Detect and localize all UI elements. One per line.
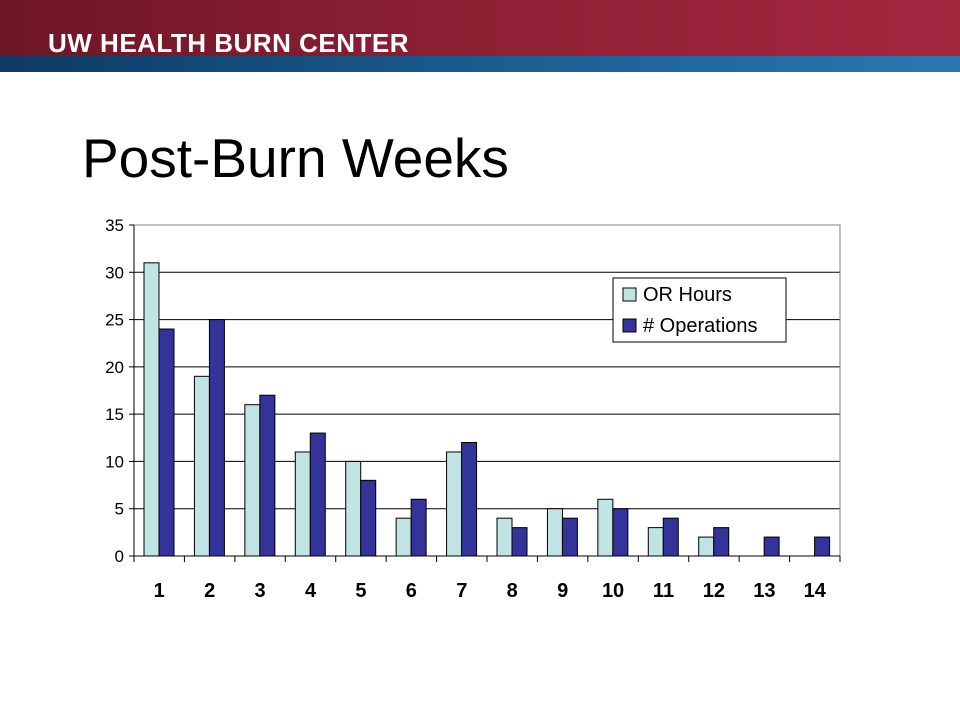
slide-title: Post-Burn Weeks [82,127,509,189]
y-tick-label: 10 [105,452,124,471]
x-tick-label: 10 [602,580,624,602]
bar-operations [208,319,225,557]
bar-operations [662,517,679,557]
bar-operations [763,536,780,557]
legend-swatch [622,318,637,333]
legend-box [612,277,787,343]
x-tick-label: 14 [804,580,827,602]
bar-or-hours [496,517,513,557]
y-tick-label: 15 [105,405,124,424]
brand-title: UW HEALTH BURN CENTER [48,28,409,58]
x-tick-label: 3 [255,580,266,602]
bar-operations [814,536,831,557]
bar-or-hours [244,404,261,557]
bar-operations [360,479,377,557]
header-stripe [0,56,960,72]
bar-operations [511,527,528,557]
bar-or-hours [395,517,412,557]
x-tick-label: 6 [406,580,417,602]
x-tick-label: 9 [557,580,568,602]
bar-or-hours [546,508,563,557]
legend: OR Hours # Operations [612,277,787,343]
bar-or-hours [698,536,715,557]
bar-operations [461,442,478,557]
x-tick-label: 7 [456,580,467,602]
y-tick-label: 5 [115,500,124,519]
bar-operations [309,432,326,557]
bar-operations [158,328,175,557]
bar-or-hours [597,498,614,557]
bar-or-hours [193,375,210,557]
x-tick-label: 11 [653,580,674,602]
bar-or-hours [143,262,160,557]
bar-or-hours [446,451,463,557]
header-banner [0,0,960,56]
x-tick-label: 2 [204,580,215,602]
legend-label: # Operations [643,315,758,337]
x-tick-label: 13 [753,580,775,602]
x-tick-label: 5 [355,580,366,602]
bar-or-hours [294,451,311,557]
y-tick-label: 25 [105,311,124,330]
y-tick-label: 30 [105,263,124,282]
bar-operations [410,498,427,557]
x-tick-label: 12 [703,580,725,602]
y-tick-label: 35 [105,216,124,235]
plot-area [133,224,841,557]
bar-operations [259,394,276,557]
bar-or-hours [647,527,664,557]
x-tick-label: 1 [154,580,165,602]
bar-operations [612,508,629,557]
bar-operations [713,527,730,557]
legend-swatch [622,287,637,302]
x-tick-label: 8 [507,580,518,602]
legend-label: OR Hours [643,284,732,306]
y-tick-label: 20 [105,358,124,377]
y-tick-label: 0 [115,547,124,566]
bar-operations [561,517,578,557]
bar-or-hours [345,460,362,557]
x-tick-label: 4 [305,580,317,602]
